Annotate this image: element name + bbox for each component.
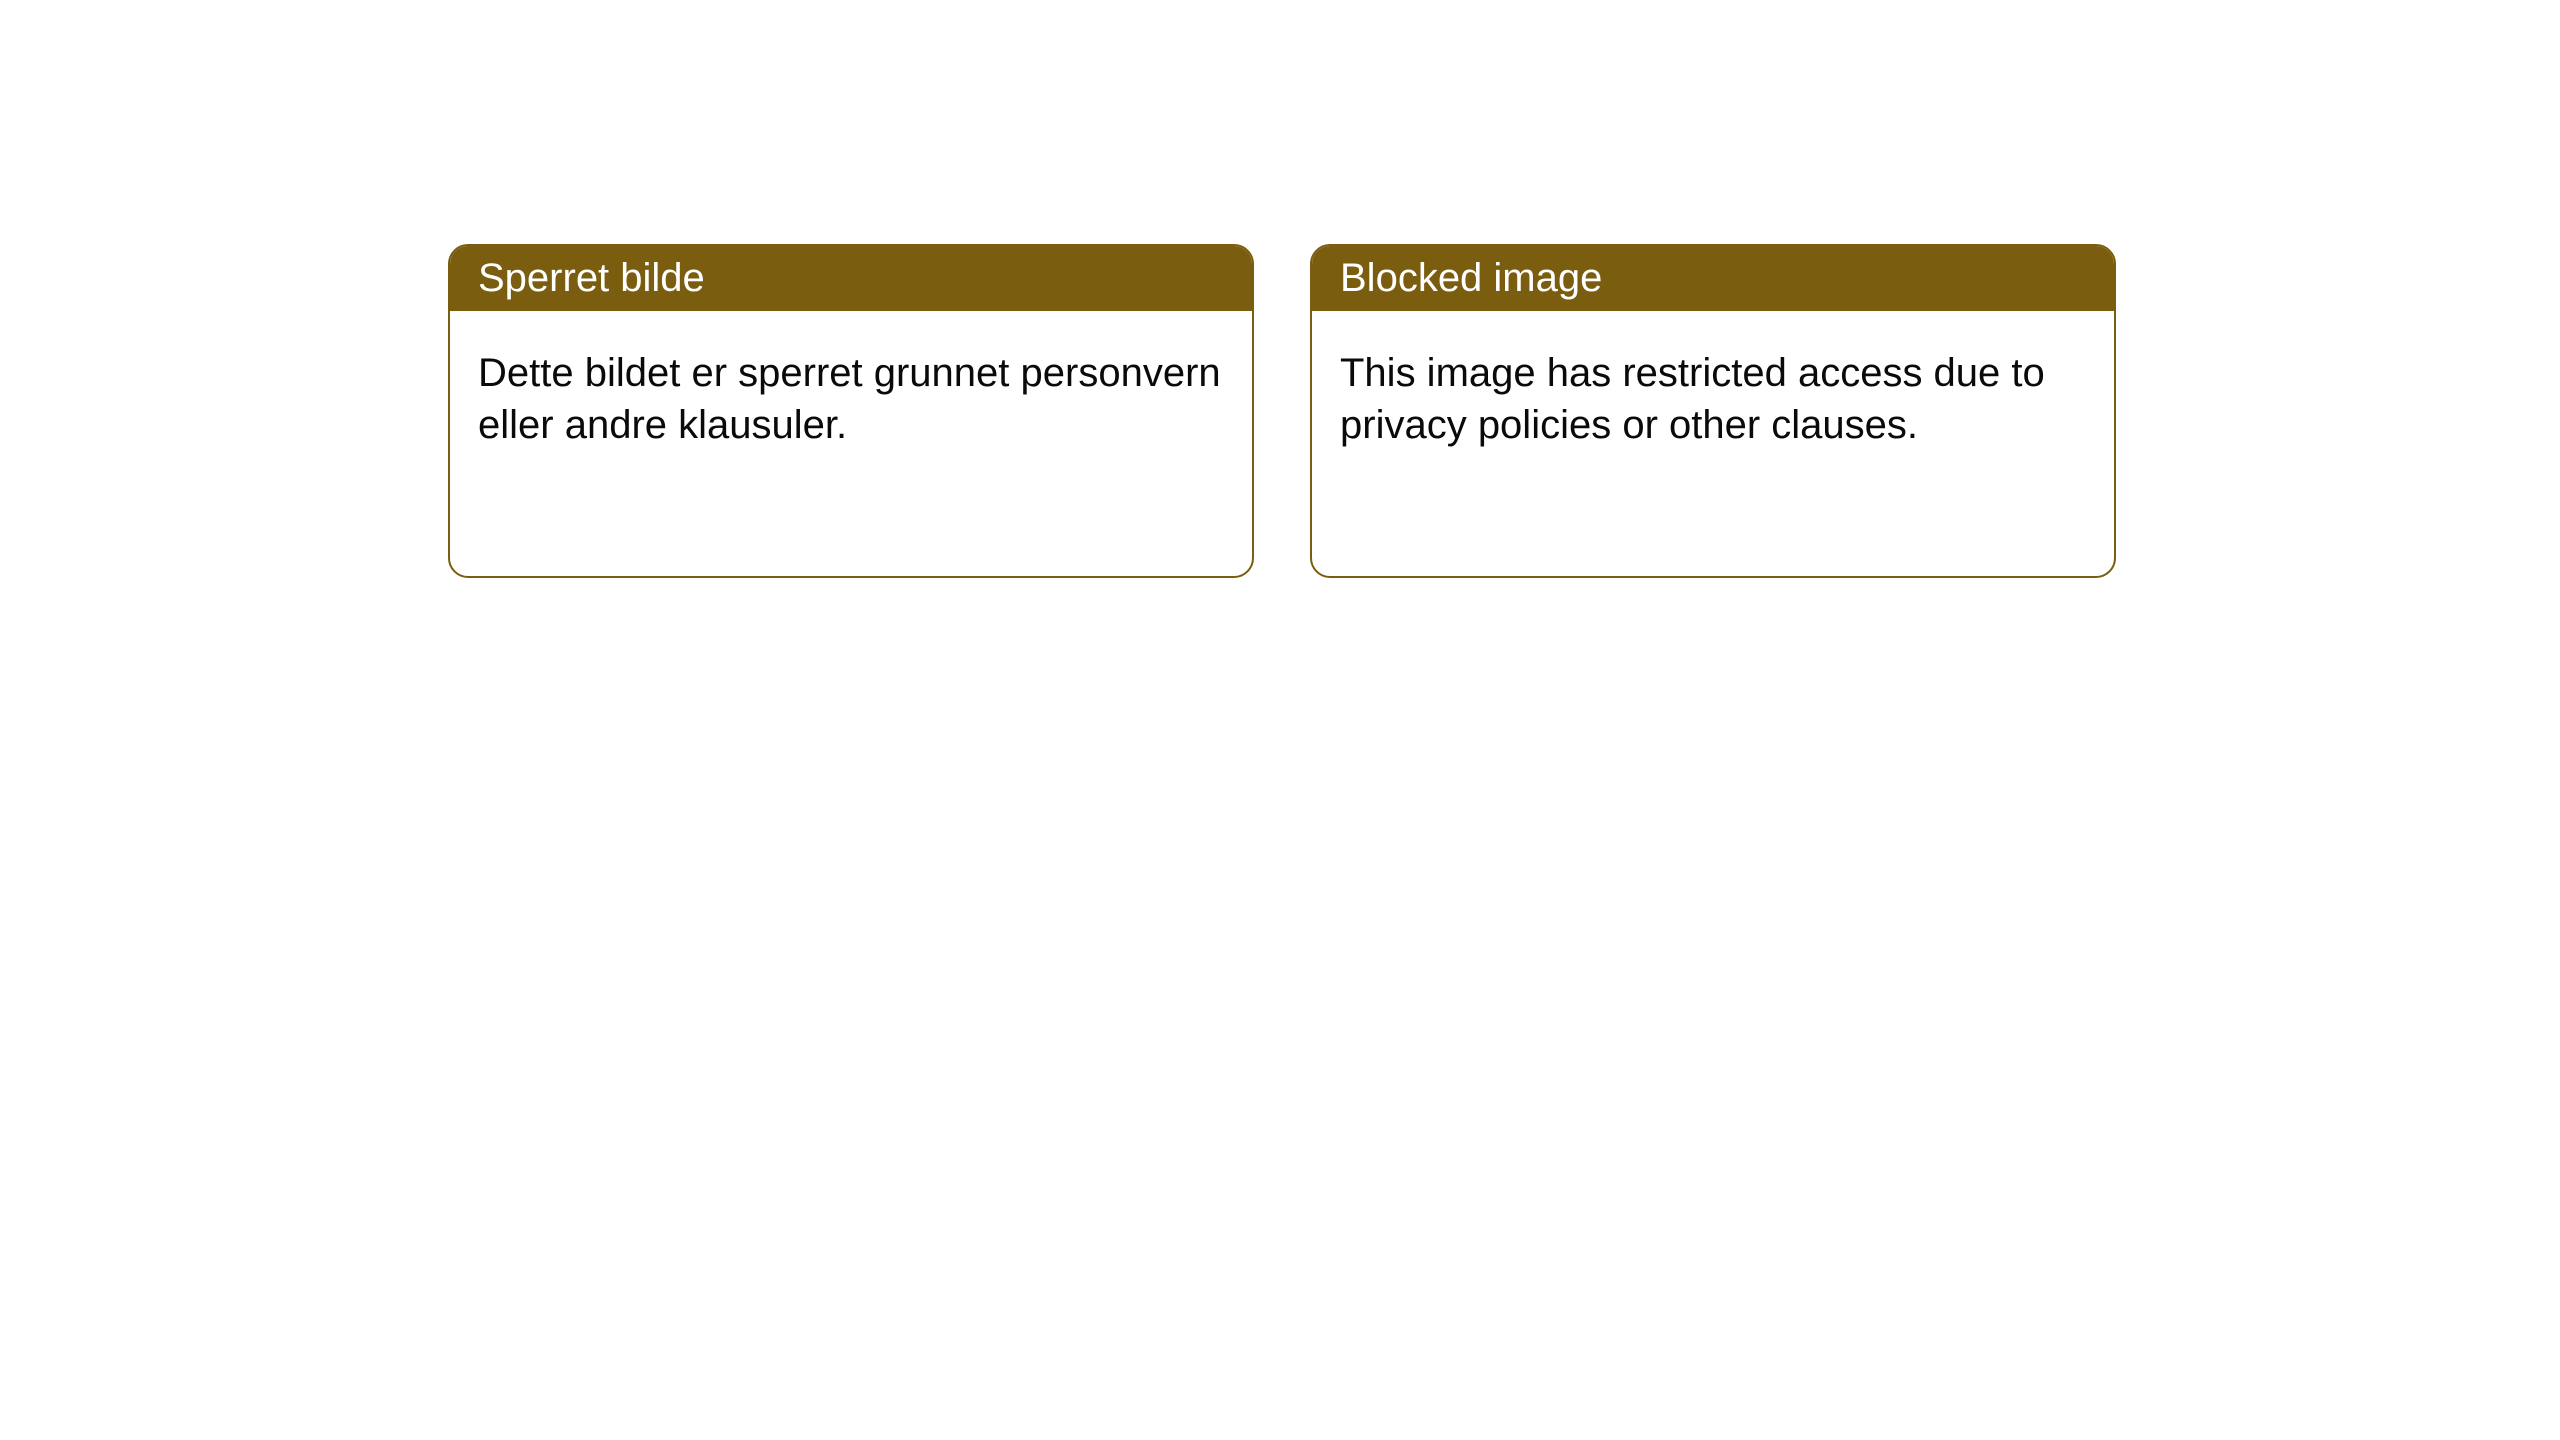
card-body: This image has restricted access due to … [1312,311,2114,487]
notice-container: Sperret bilde Dette bildet er sperret gr… [0,0,2560,578]
card-title: Sperret bilde [450,246,1252,311]
card-title: Blocked image [1312,246,2114,311]
notice-card-norwegian: Sperret bilde Dette bildet er sperret gr… [448,244,1254,578]
notice-card-english: Blocked image This image has restricted … [1310,244,2116,578]
card-body: Dette bildet er sperret grunnet personve… [450,311,1252,487]
